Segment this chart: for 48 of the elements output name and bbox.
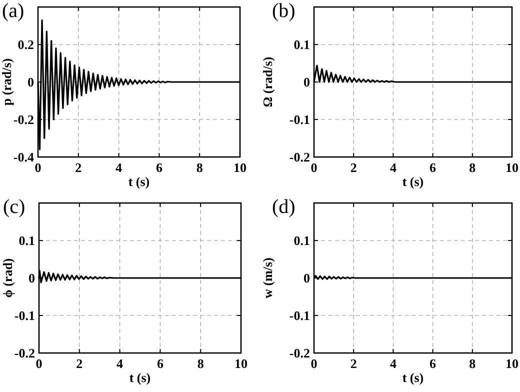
x-tick-label: 8	[469, 160, 476, 175]
x-tick-label: 4	[116, 160, 123, 175]
y-tick-label: -0.2	[289, 346, 310, 361]
x-tick-label: 6	[156, 160, 163, 175]
y-tick-label: -0.1	[14, 308, 35, 324]
x-axis-title: t (s)	[402, 174, 424, 189]
x-tick-label: 2	[76, 356, 83, 371]
chart-title: (c)	[3, 196, 26, 218]
x-tick-label: 6	[430, 356, 437, 371]
x-tick-label: 8	[196, 160, 204, 175]
y-tick-label: -0.2	[13, 112, 34, 128]
y-tick-label: 0	[28, 270, 35, 286]
y-tick-label: 0.1	[294, 233, 310, 248]
y-tick-label: -0.2	[14, 346, 35, 361]
y-tick-label: -0.1	[289, 112, 310, 128]
y-tick-label: -0.4	[13, 150, 34, 165]
x-tick-label: 4	[390, 356, 397, 371]
x-tick-label: 2	[75, 160, 82, 175]
x-tick-label: 10	[234, 160, 246, 175]
x-axis-title: t (s)	[128, 174, 150, 189]
x-tick-label: 6	[430, 160, 437, 175]
y-axis-title: p (rad/s)	[0, 58, 14, 106]
y-axis-title: w (m/s)	[260, 258, 275, 298]
x-axis-title: t (s)	[129, 370, 151, 385]
x-tick-label: 10	[506, 160, 518, 175]
x-axis-title: t (s)	[402, 370, 424, 385]
x-tick-label: 4	[116, 356, 124, 371]
y-tick-label: 0	[304, 74, 310, 90]
x-tick-label: 10	[234, 356, 248, 371]
chart-title: (b)	[272, 0, 296, 22]
y-tick-label: 0	[304, 270, 310, 286]
y-tick-label: -0.1	[289, 308, 310, 324]
x-tick-label: 8	[469, 356, 476, 371]
x-tick-label: 2	[350, 160, 357, 175]
y-axis-title: ϕ (rad)	[0, 258, 15, 298]
x-tick-label: 6	[156, 356, 164, 371]
x-tick-label: 10	[506, 356, 518, 371]
x-tick-label: 8	[197, 356, 204, 371]
x-tick-label: 2	[350, 356, 357, 371]
y-tick-label: 0.2	[18, 37, 34, 52]
y-tick-label: -0.2	[289, 150, 310, 165]
y-axis-title: Ω (rad/s)	[260, 56, 275, 108]
x-tick-label: 4	[390, 160, 397, 175]
chart-title: (a)	[2, 0, 24, 22]
y-tick-label: 0	[28, 74, 34, 90]
y-tick-label: 0.1	[18, 233, 35, 248]
chart-title: (d)	[272, 196, 296, 218]
y-tick-label: 0.1	[294, 37, 310, 52]
